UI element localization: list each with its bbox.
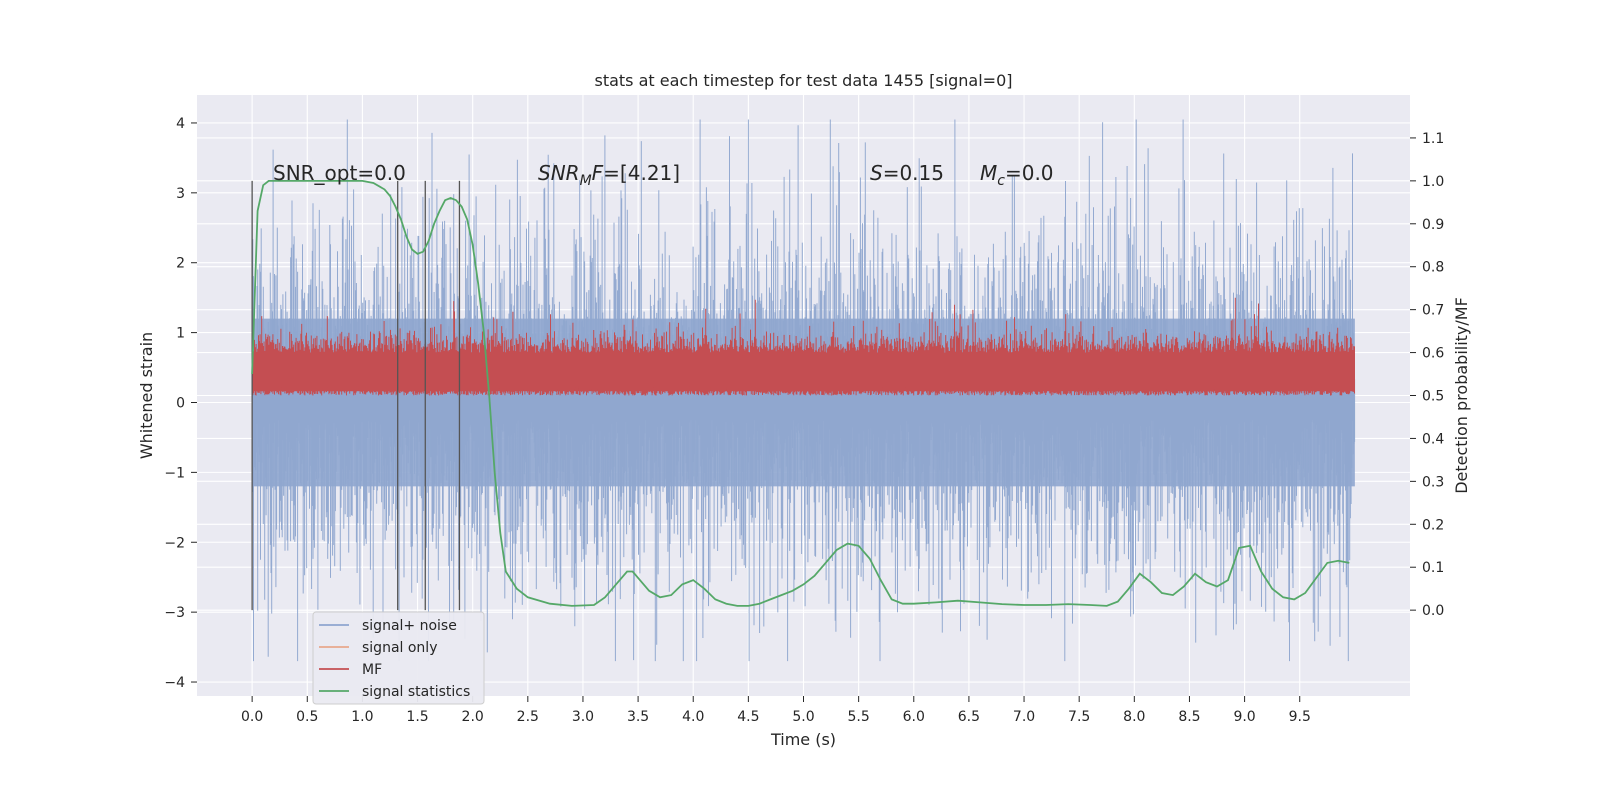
snr-f: F: [592, 161, 604, 185]
mc-subscript: c: [997, 173, 1005, 189]
legend-label: signal statistics: [362, 684, 470, 700]
x-tick-label: 3.0: [572, 709, 594, 725]
y-tick-label: −2: [164, 535, 185, 551]
y-right-tick-label: 0.4: [1422, 431, 1444, 447]
x-tick-label: 5.5: [848, 709, 870, 725]
y-axis-right-label: Detection probability/MF: [1452, 297, 1471, 494]
x-tick-label: 5.0: [792, 709, 814, 725]
x-tick-label: 7.5: [1068, 709, 1090, 725]
y-axis-label: Whitened strain: [137, 332, 156, 459]
y-tick-label: 0: [176, 395, 185, 411]
y-right-tick-label: 1.1: [1422, 131, 1444, 147]
s-symbol: S: [870, 161, 883, 185]
y-tick-label: 4: [176, 116, 185, 132]
x-tick-label: 4.5: [737, 709, 759, 725]
x-tick-label: 8.5: [1178, 709, 1200, 725]
y-right-tick-label: 0.9: [1422, 217, 1444, 233]
x-tick-label: 1.5: [406, 709, 428, 725]
y-tick-label: 2: [176, 256, 185, 272]
snr-subscript: M: [580, 173, 592, 189]
x-tick-label: 6.5: [958, 709, 980, 725]
x-tick-label: 9.5: [1289, 709, 1311, 725]
x-tick-label: 9.0: [1233, 709, 1255, 725]
y-right-tick-label: 0.2: [1422, 517, 1444, 533]
mc-value: =0.0: [1005, 161, 1054, 185]
legend-label: signal only: [362, 640, 437, 656]
snr-symbol: SNR: [538, 161, 580, 185]
y-tick-label: −1: [164, 465, 185, 481]
annotation-snr-opt: SNR_opt=0.0: [273, 161, 406, 185]
annotation-s: S=0.15: [870, 161, 944, 185]
x-tick-label: 3.5: [627, 709, 649, 725]
mc-symbol: M: [980, 161, 997, 185]
x-tick-label: 6.0: [903, 709, 925, 725]
s-value: =0.15: [883, 161, 944, 185]
x-tick-label: 0.0: [241, 709, 263, 725]
y-right-tick-label: 0.0: [1422, 603, 1444, 619]
x-tick-label: 2.0: [462, 709, 484, 725]
legend-label: MF: [362, 662, 382, 678]
y-tick-label: 3: [176, 186, 185, 202]
chart-title: stats at each timestep for test data 145…: [594, 71, 1012, 90]
snr-value: =[4.21]: [603, 161, 680, 185]
axes: 0.0 0.5 1.0 1.5 2.0 2.5 3.0 3.5 4.0 4.5 5.0 5.5 6.0 6…: [164, 116, 1444, 725]
y-right-tick-label: 0.8: [1422, 260, 1444, 276]
y-right-tick-label: 0.3: [1422, 474, 1444, 490]
y-right-tick-label: 1.0: [1422, 174, 1444, 190]
legend: signal+ noise signal only MF signal statist…: [312, 611, 485, 705]
y-right-tick-label: 0.1: [1422, 560, 1444, 576]
x-tick-label: 2.5: [517, 709, 539, 725]
x-tick-label: 8.0: [1123, 709, 1145, 725]
y-right-tick-label: 0.6: [1422, 346, 1444, 362]
signal-statistics-series: [251, 179, 1350, 607]
x-tick-label: 7.0: [1013, 709, 1035, 725]
signal-statistics-line: [251, 179, 1350, 607]
vertical-markers: [251, 180, 461, 611]
y-right-tick-label: 0.5: [1422, 389, 1444, 405]
x-tick-label: 4.0: [682, 709, 704, 725]
legend-label: signal+ noise: [362, 618, 457, 634]
x-tick-label: 1.0: [351, 709, 373, 725]
annotation-mc: Mc=0.0: [980, 161, 1054, 189]
y-tick-label: 1: [176, 326, 185, 342]
y-right-tick-label: 0.7: [1422, 303, 1444, 319]
x-tick-label: 0.5: [296, 709, 318, 725]
y-tick-label: −4: [164, 675, 185, 691]
x-axis-label: Time (s): [770, 730, 836, 749]
legend-box: [312, 611, 485, 705]
y-tick-label: −3: [164, 605, 185, 621]
annotation-snr-mf: SNRMF=[4.21]: [538, 161, 680, 189]
